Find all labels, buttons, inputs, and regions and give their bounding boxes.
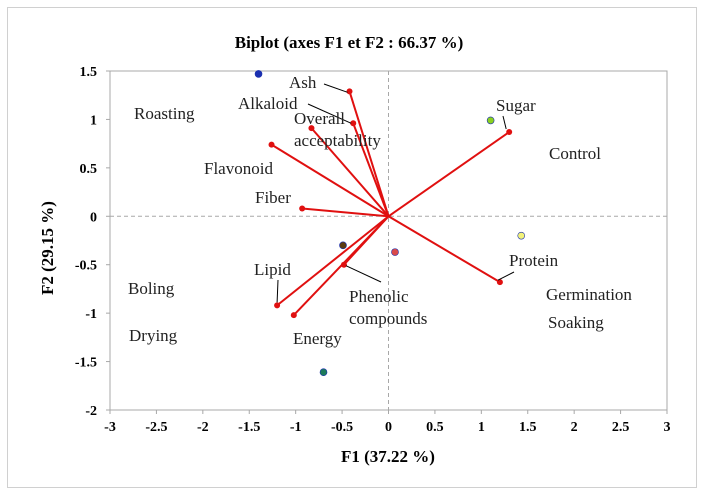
x-tick-label: -1.5 bbox=[238, 420, 260, 435]
x-tick-label: -0.5 bbox=[331, 420, 353, 435]
x-tick-label: 2 bbox=[571, 420, 578, 435]
x-tick-label: 2.5 bbox=[612, 420, 630, 435]
x-tick-label: 0 bbox=[385, 420, 392, 435]
variable-vectors bbox=[268, 88, 513, 319]
x-tick-label: 1 bbox=[478, 420, 485, 435]
vector-point-overall-acceptability bbox=[308, 125, 315, 132]
chart-title: Biplot (axes F1 et F2 : 66.37 %) bbox=[235, 33, 464, 52]
x-axis-title: F1 (37.22 %) bbox=[341, 447, 435, 466]
x-tick-label: -3 bbox=[104, 420, 116, 435]
vector-fiber bbox=[302, 207, 389, 218]
x-tick-label: 1.5 bbox=[519, 420, 537, 435]
y-tick-label: -1.5 bbox=[75, 356, 97, 371]
vector-point-sugar bbox=[506, 129, 513, 136]
variable-label-overall-acceptability: Overall acceptability bbox=[294, 109, 381, 150]
observation-point-drying bbox=[319, 368, 328, 377]
biplot-chart: Biplot (axes F1 et F2 : 66.37 %) -3 -2.5-… bbox=[38, 33, 671, 466]
x-tick-label: -2 bbox=[197, 420, 209, 435]
leader-line-phenolic-compounds bbox=[345, 265, 382, 283]
observation-point-soaking bbox=[391, 248, 399, 256]
x-tick-label: 3 bbox=[664, 420, 671, 435]
vector-flavonoid bbox=[271, 143, 390, 218]
leader-line-lipid bbox=[276, 279, 279, 303]
vector-point-flavonoid bbox=[268, 141, 275, 148]
variable-label-lipid: Lipid bbox=[254, 260, 291, 279]
leader-line-alkaloid bbox=[307, 103, 352, 124]
vector-ash bbox=[348, 91, 390, 217]
vector-point-lipid bbox=[274, 302, 281, 309]
x-tick-label: -1 bbox=[290, 420, 302, 435]
variable-label-fiber: Fiber bbox=[255, 188, 291, 207]
y-tick-label: -1 bbox=[85, 307, 97, 322]
y-tick-label: -0.5 bbox=[75, 259, 97, 274]
observation-point-roasting bbox=[254, 70, 263, 78]
vector-point-ash bbox=[346, 88, 353, 95]
vector-point-protein bbox=[496, 279, 503, 286]
y-axis-ticks: -2 -1.5 -1 -0.5 0 0.5 1 1.5 bbox=[75, 65, 110, 419]
x-axis-ticks: -3 -2.5 -2 -1.5 -1 -0.5 0 0.5 1 1.5 2 2.5 3 bbox=[104, 410, 671, 435]
x-tick-label: -2.5 bbox=[145, 420, 167, 435]
vector-point-energy bbox=[290, 312, 297, 319]
y-axis-title: F2 (29.15 %) bbox=[38, 201, 57, 295]
variable-label-energy: Energy bbox=[293, 329, 342, 348]
variable-label-protein: Protein bbox=[509, 251, 559, 270]
observation-label-boling: Boling bbox=[128, 279, 175, 298]
y-tick-label: 1.5 bbox=[80, 65, 98, 80]
vector-protein bbox=[387, 215, 501, 284]
y-tick-label: 0 bbox=[90, 210, 97, 225]
y-tick-label: -2 bbox=[85, 404, 97, 419]
y-tick-label: 1 bbox=[90, 113, 97, 128]
observation-points bbox=[254, 70, 526, 377]
observation-label-drying: Drying bbox=[129, 326, 178, 345]
x-tick-label: 0.5 bbox=[426, 420, 444, 435]
observation-point-germination bbox=[517, 231, 526, 240]
leader-line-sugar bbox=[502, 115, 507, 130]
vector-sugar bbox=[387, 131, 510, 218]
leader-line-protein bbox=[497, 271, 515, 281]
vector-overall-acceptability bbox=[310, 127, 390, 217]
observation-label-roasting: Roasting bbox=[134, 104, 195, 123]
vector-lipid bbox=[276, 215, 390, 307]
variable-label-phenolic-compounds: Phenolic compounds bbox=[349, 287, 427, 328]
variable-label-alkaloid: Alkaloid bbox=[238, 94, 298, 113]
variable-label-ash: Ash bbox=[289, 73, 317, 92]
observation-label-germination: Germination bbox=[546, 285, 632, 304]
variable-label-sugar: Sugar bbox=[496, 96, 536, 115]
leader-line-ash bbox=[323, 83, 348, 93]
vector-point-alkaloid bbox=[350, 120, 357, 127]
observation-label-soaking: Soaking bbox=[548, 313, 604, 332]
y-tick-label: 0.5 bbox=[80, 162, 98, 177]
vector-energy bbox=[293, 215, 390, 316]
vector-alkaloid bbox=[352, 122, 390, 217]
observation-point-boling bbox=[339, 241, 347, 250]
observation-point-control bbox=[486, 116, 495, 125]
observation-label-control: Control bbox=[549, 144, 601, 163]
variable-label-flavonoid: Flavonoid bbox=[204, 159, 273, 178]
vector-point-fiber bbox=[299, 205, 306, 212]
chart-frame: Biplot (axes F1 et F2 : 66.37 %) -3 -2.5-… bbox=[7, 7, 697, 488]
